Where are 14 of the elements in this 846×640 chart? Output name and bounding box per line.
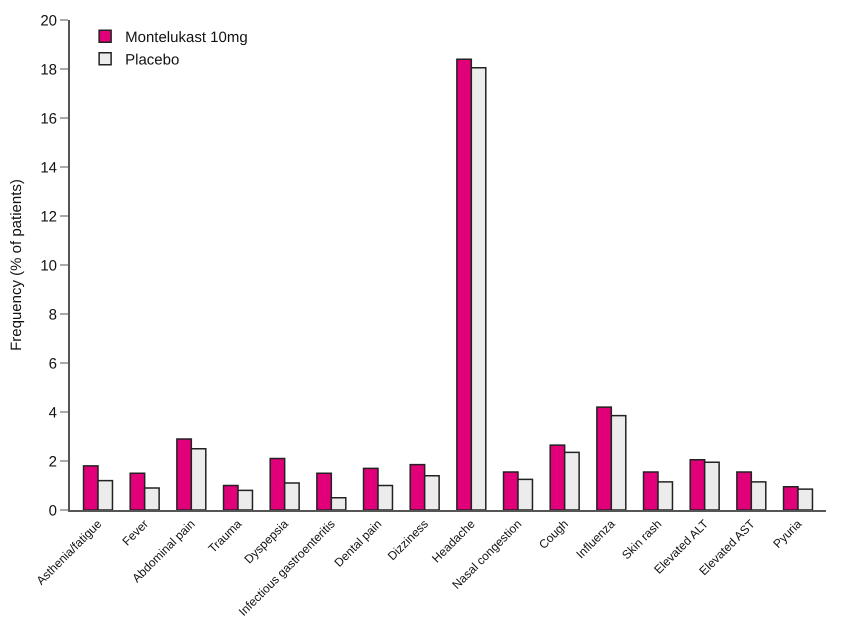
y-tick-label: 18 [40, 61, 57, 78]
y-tick-label: 16 [40, 110, 57, 128]
y-tick-label: 2 [48, 453, 57, 470]
y-axis-title: Frequency (% of patients) [8, 179, 26, 351]
y-tick-label: 20 [40, 12, 57, 30]
y-tick-label: 14 [40, 159, 57, 176]
y-tick-label: 4 [48, 404, 57, 422]
y-tick-label: 10 [40, 257, 57, 274]
y-tick-label: 8 [48, 306, 57, 324]
y-tick-label: 6 [48, 355, 57, 372]
y-tick-label: 0 [48, 502, 57, 520]
legend-label: Placebo [125, 52, 180, 69]
y-tick-label: 12 [40, 208, 57, 226]
legend-label: Montelukast 10mg [125, 29, 248, 46]
